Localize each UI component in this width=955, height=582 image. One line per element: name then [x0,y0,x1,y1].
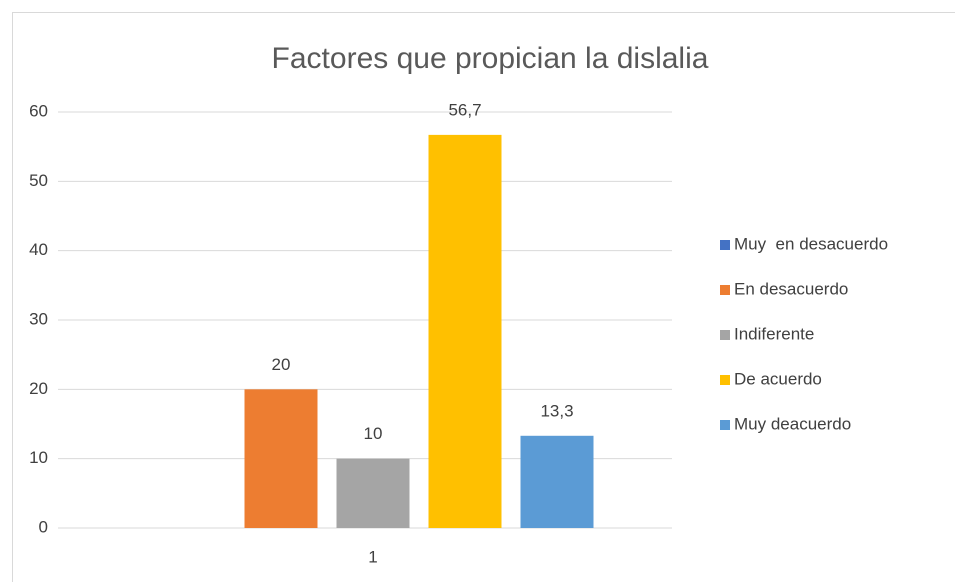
y-tick-label: 50 [29,171,48,190]
y-tick-label: 60 [29,101,48,120]
y-tick-label: 0 [39,517,48,536]
legend-label: Muy deacuerdo [734,414,851,433]
legend-label: Muy en desacuerdo [734,234,888,253]
bar [336,458,410,528]
legend-swatch [720,375,730,385]
legend-label: En desacuerdo [734,279,848,298]
data-label: 13,3 [540,401,573,420]
y-tick-label: 20 [29,379,48,398]
legend-label: Indiferente [734,324,814,343]
x-tick-label: 1 [368,547,377,566]
data-label: 56,7 [448,100,481,119]
legend-swatch [720,285,730,295]
data-label: 10 [364,424,383,443]
y-tick-label: 40 [29,240,48,259]
data-label: 20 [272,355,291,374]
y-tick-label: 10 [29,448,48,467]
legend-swatch [720,420,730,430]
bar [520,435,594,528]
chart-title: Factores que propician la dislalia [272,42,709,75]
legend-label: De acuerdo [734,369,822,388]
y-tick-label: 30 [29,309,48,328]
bar [428,134,502,528]
bar [244,389,318,528]
legend-swatch [720,240,730,250]
legend-swatch [720,330,730,340]
